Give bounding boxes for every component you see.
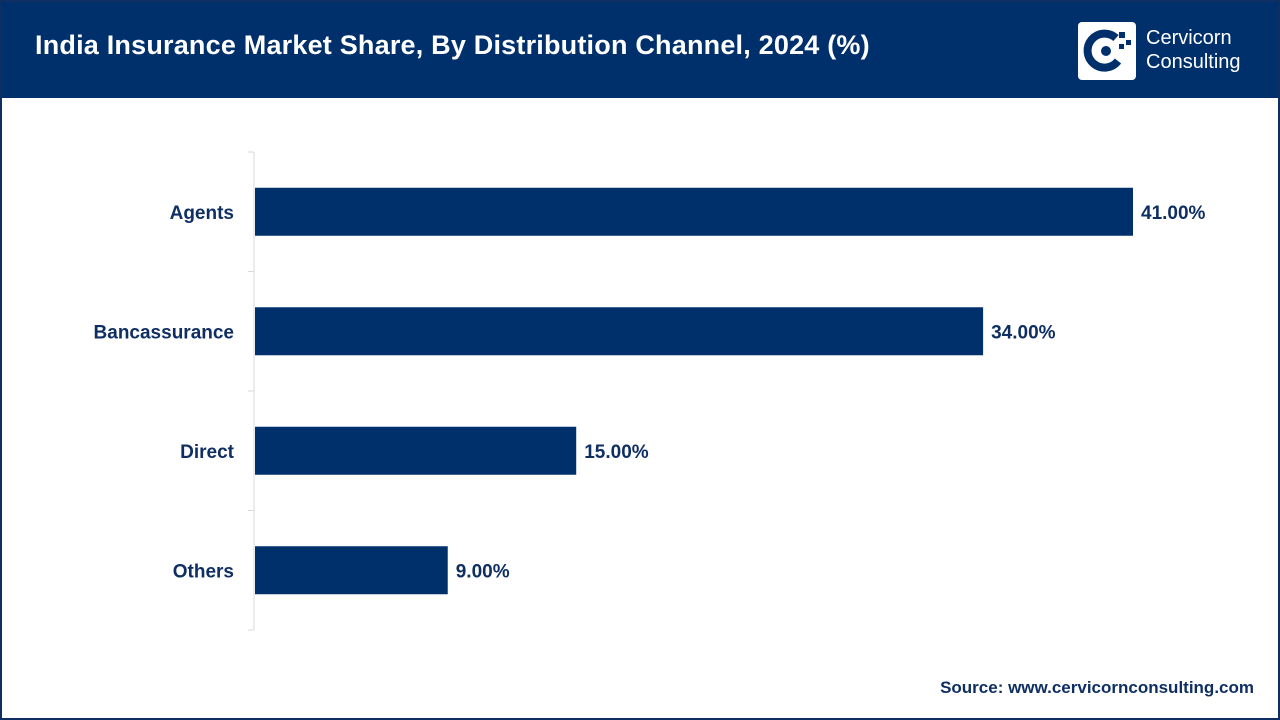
data-label: 41.00% [1141,203,1206,224]
bar-others [255,546,448,595]
logo-wordmark: Cervicorn Consulting [1146,26,1241,74]
category-label: Bancassurance [94,322,234,343]
bar-direct [255,426,577,475]
data-label: 9.00% [456,561,510,582]
data-label: 15.00% [584,442,649,463]
data-label: 34.00% [991,322,1056,343]
category-label: Agents [170,203,234,224]
source-note: Source: www.cervicornconsulting.com [940,678,1254,697]
header-bar: India Insurance Market Share, By Distrib… [2,2,1278,98]
category-label: Others [173,561,234,582]
logo-mark-icon [1078,22,1136,80]
category-label: Direct [180,442,235,463]
logo-line-2: Consulting [1146,51,1241,73]
cervicorn-logo: Cervicorn Consulting [1078,22,1268,80]
chart-title: India Insurance Market Share, By Distrib… [35,30,870,60]
logo-line-1: Cervicorn [1146,27,1232,49]
bar-bancassurance [255,307,984,356]
bar-agents [255,187,1133,236]
